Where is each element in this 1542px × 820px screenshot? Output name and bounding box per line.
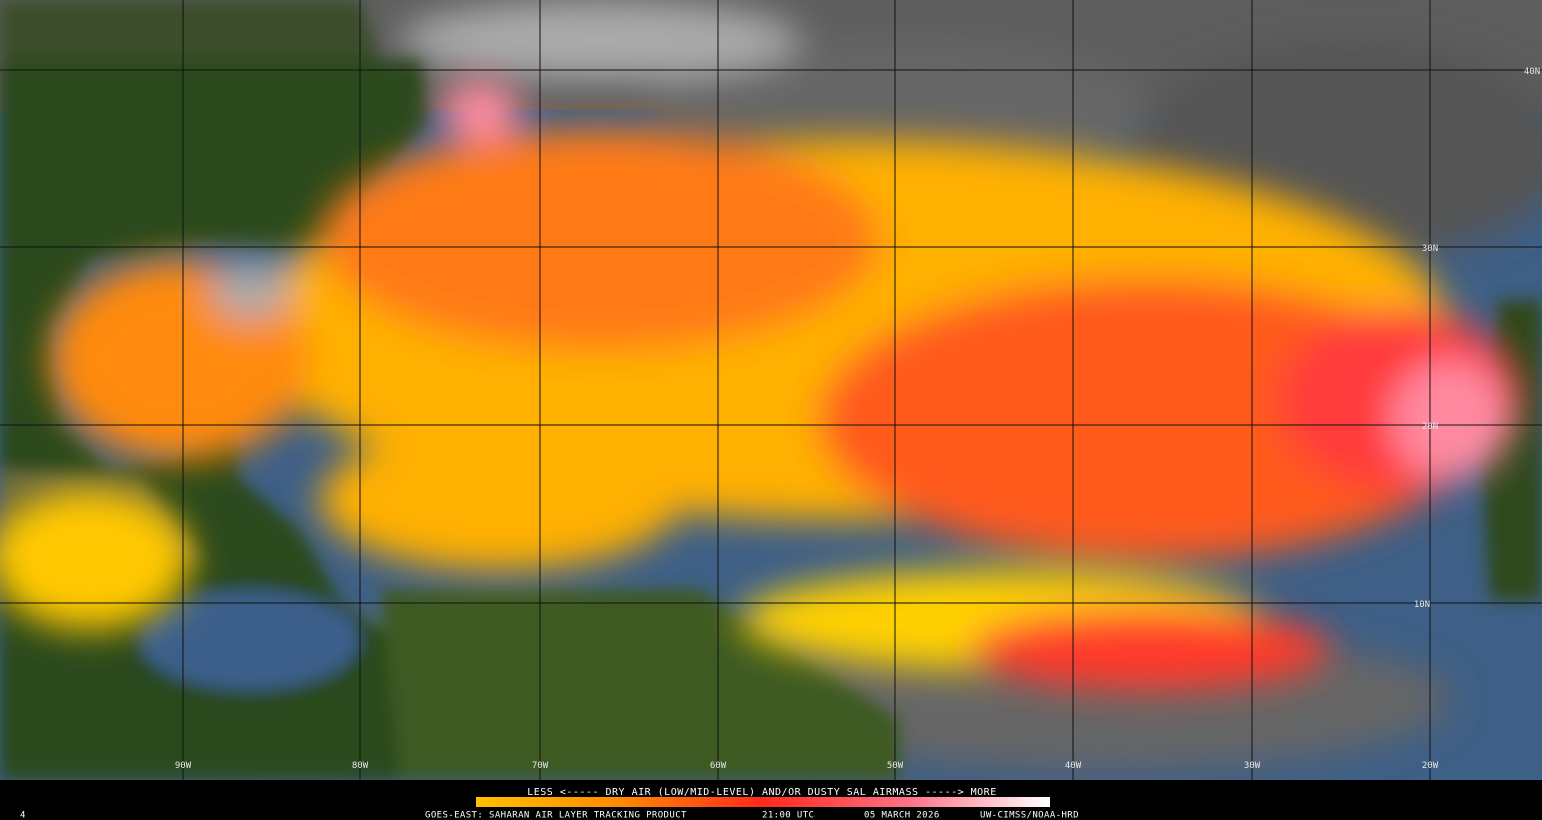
time: 21:00 UTC [762,811,814,820]
frame-number: 4 [20,811,26,820]
credit: UW-CIMSS/NOAA-HRD [980,811,1079,820]
longitude-label: 50W [887,761,904,771]
longitude-label: 70W [532,761,549,771]
legend-text: LESS <----- DRY AIR (LOW/MID-LEVEL) AND/… [527,787,996,798]
longitude-label: 40W [1065,761,1082,771]
legend-color-bar [476,797,1050,807]
graticule [0,0,1542,780]
latitude-label: 20N [1422,422,1438,432]
date: 05 MARCH 2026 [864,811,940,820]
longitude-label: 80W [352,761,369,771]
longitude-label: 60W [710,761,727,771]
longitude-label: 90W [175,761,192,771]
longitude-label: 20W [1422,761,1439,771]
latitude-label: 40N [1524,67,1540,77]
longitude-label: 30W [1244,761,1261,771]
latitude-label: 30N [1422,244,1438,254]
grid-labels: 90W 80W 70W 60W 50W 40W 30W 20W 40N 30N 20N 10N [175,67,1540,771]
product-name: GOES-EAST: SAHARAN AIR LAYER TRACKING PR… [425,811,687,820]
latitude-label: 10N [1414,600,1430,610]
